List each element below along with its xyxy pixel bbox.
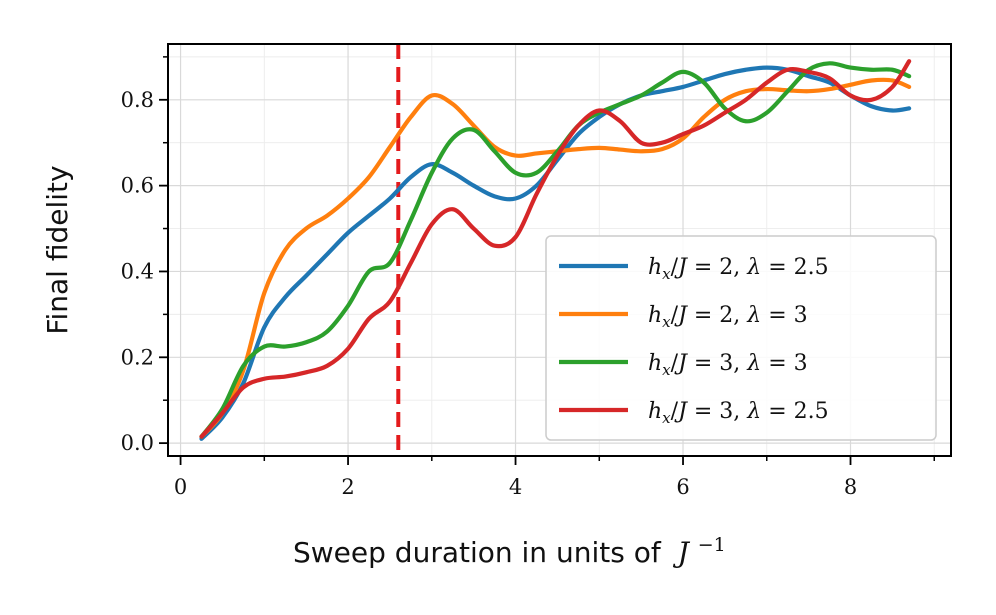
legend-label-4: hx/J = 3, λ = 2.5 bbox=[648, 399, 829, 427]
plot-frame bbox=[167, 43, 952, 457]
legend-label-3: hx/J = 3, λ = 3 bbox=[648, 351, 808, 379]
x-tick-label: 6 bbox=[676, 475, 689, 499]
legend-label-1: hx/J = 2, λ = 2.5 bbox=[648, 255, 829, 283]
series-line-4 bbox=[199, 59, 912, 439]
legend-label-2: hx/J = 2, λ = 3 bbox=[648, 303, 808, 331]
y-axis-label: Final fidelity bbox=[41, 165, 74, 334]
x-tick-label: 4 bbox=[509, 475, 522, 499]
legend-box bbox=[545, 235, 937, 441]
series-group bbox=[199, 59, 912, 441]
y-tick-label: 0.6 bbox=[121, 174, 154, 198]
y-tick-label: 0.8 bbox=[121, 88, 154, 112]
legend: hx/J = 2, λ = 2.5 hx/J = 2, λ = 3 hx/J = 3… bbox=[545, 235, 937, 441]
x-tick-label: 0 bbox=[174, 475, 187, 499]
x-axis-label: Sweep duration in units of J −1 bbox=[293, 534, 726, 569]
x-tick-label: 8 bbox=[844, 475, 857, 499]
x-tick-label: 2 bbox=[341, 475, 354, 499]
y-tick-label: 0.0 bbox=[121, 431, 154, 455]
x-axis-label-sup: −1 bbox=[698, 534, 726, 556]
series-line-3 bbox=[199, 61, 912, 439]
y-tick-label: 0.4 bbox=[121, 259, 154, 283]
x-axis-label-text: Sweep duration in units of bbox=[293, 536, 662, 569]
y-tick-label: 0.2 bbox=[121, 345, 154, 369]
x-axis-label-math: J bbox=[673, 536, 691, 569]
ticks: 0 2 4 6 8 0.0 0.2 0.4 0.6 0.8 bbox=[121, 56, 936, 499]
